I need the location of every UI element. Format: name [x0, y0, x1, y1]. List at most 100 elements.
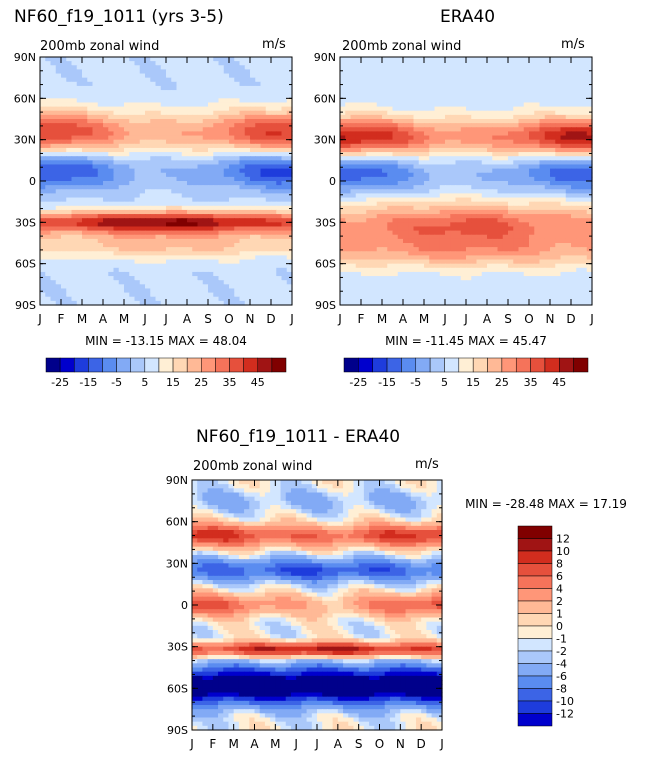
field-cell — [445, 102, 451, 108]
field-cell — [176, 69, 183, 75]
field-cell — [518, 143, 525, 149]
field-cell — [40, 201, 46, 207]
field-cell — [234, 139, 241, 145]
field-cell — [340, 73, 346, 79]
field-cell — [513, 176, 520, 182]
field-cell — [523, 222, 530, 228]
field-cell — [82, 201, 88, 207]
field-cell — [40, 280, 46, 285]
field-cell — [408, 160, 415, 166]
field-cell — [581, 119, 588, 124]
field-cell — [97, 263, 104, 269]
field-cell — [239, 243, 246, 248]
field-cell — [361, 69, 367, 75]
field-cell — [82, 292, 88, 298]
field-cell — [92, 259, 99, 265]
field-cell — [445, 98, 451, 104]
field-cell — [376, 156, 383, 161]
field-cell — [40, 69, 46, 75]
field-cell — [166, 77, 172, 83]
field-cell — [502, 57, 509, 62]
field-cell — [513, 98, 520, 104]
field-cell — [208, 243, 214, 248]
field-cell — [281, 114, 288, 120]
field-cell — [124, 280, 130, 285]
field-cell — [560, 81, 567, 87]
y-tick-label: 90N — [14, 51, 36, 64]
field-cell — [260, 193, 267, 199]
field-cell — [408, 102, 415, 108]
field-cell — [265, 69, 272, 75]
field-cell — [145, 238, 151, 244]
field-cell — [392, 114, 399, 120]
field-cell — [265, 251, 272, 256]
field-cell — [387, 69, 394, 75]
field-cell — [429, 85, 436, 91]
field-cell — [550, 127, 556, 132]
field-cell — [134, 230, 141, 236]
field-cell — [97, 181, 104, 186]
field-cell — [392, 143, 399, 149]
field-cell — [108, 143, 115, 149]
field-cell — [108, 181, 115, 186]
field-cell — [581, 181, 588, 186]
field-cell — [271, 119, 277, 124]
field-cell — [223, 218, 230, 223]
field-cell — [223, 77, 230, 83]
field-cell — [76, 176, 83, 182]
field-cell — [355, 114, 362, 120]
field-cell — [523, 85, 530, 91]
field-cell — [208, 164, 214, 170]
field-cell — [276, 296, 283, 302]
field-cell — [439, 164, 446, 170]
field-cell — [529, 106, 535, 112]
field-cell — [239, 94, 246, 99]
field-cell — [439, 143, 446, 149]
field-cell — [471, 65, 478, 70]
field-cell — [255, 102, 262, 108]
field-cell — [286, 98, 293, 104]
field-cell — [271, 296, 277, 302]
field-cell — [413, 189, 420, 194]
colorbar-swatch — [257, 357, 273, 373]
field-cell — [76, 288, 83, 294]
field-cell — [434, 164, 441, 170]
field-cell — [139, 131, 146, 137]
field-cell — [239, 114, 246, 120]
field-cell — [424, 143, 430, 149]
field-cell — [61, 143, 67, 149]
field-cell — [445, 110, 451, 116]
field-cell — [208, 247, 214, 252]
field-cell — [550, 110, 556, 116]
field-cell — [145, 230, 151, 236]
field-cell — [208, 255, 214, 261]
field-cell — [250, 164, 256, 170]
field-cell — [345, 139, 352, 145]
field-cell — [571, 81, 577, 87]
field-cell — [76, 65, 83, 70]
field-cell — [103, 61, 109, 66]
field-cell — [408, 106, 415, 112]
field-cell — [239, 230, 246, 236]
field-cell — [361, 73, 367, 79]
field-cell — [508, 197, 514, 203]
field-cell — [202, 234, 209, 240]
field-cell — [61, 94, 67, 99]
field-cell — [544, 181, 551, 186]
field-cell — [145, 69, 151, 75]
field-cell — [350, 160, 357, 166]
field-cell — [181, 218, 188, 223]
field-cell — [92, 119, 99, 124]
field-cell — [286, 114, 293, 120]
field-cell — [192, 205, 199, 211]
field-cell — [581, 164, 588, 170]
field-cell — [213, 90, 220, 95]
field-cell — [460, 160, 467, 166]
field-cell — [471, 139, 478, 145]
field-cell — [265, 131, 272, 137]
field-cell — [508, 172, 514, 178]
field-cell — [71, 139, 78, 145]
field-cell — [497, 147, 504, 153]
field-cell — [218, 251, 225, 256]
field-cell — [213, 189, 220, 194]
